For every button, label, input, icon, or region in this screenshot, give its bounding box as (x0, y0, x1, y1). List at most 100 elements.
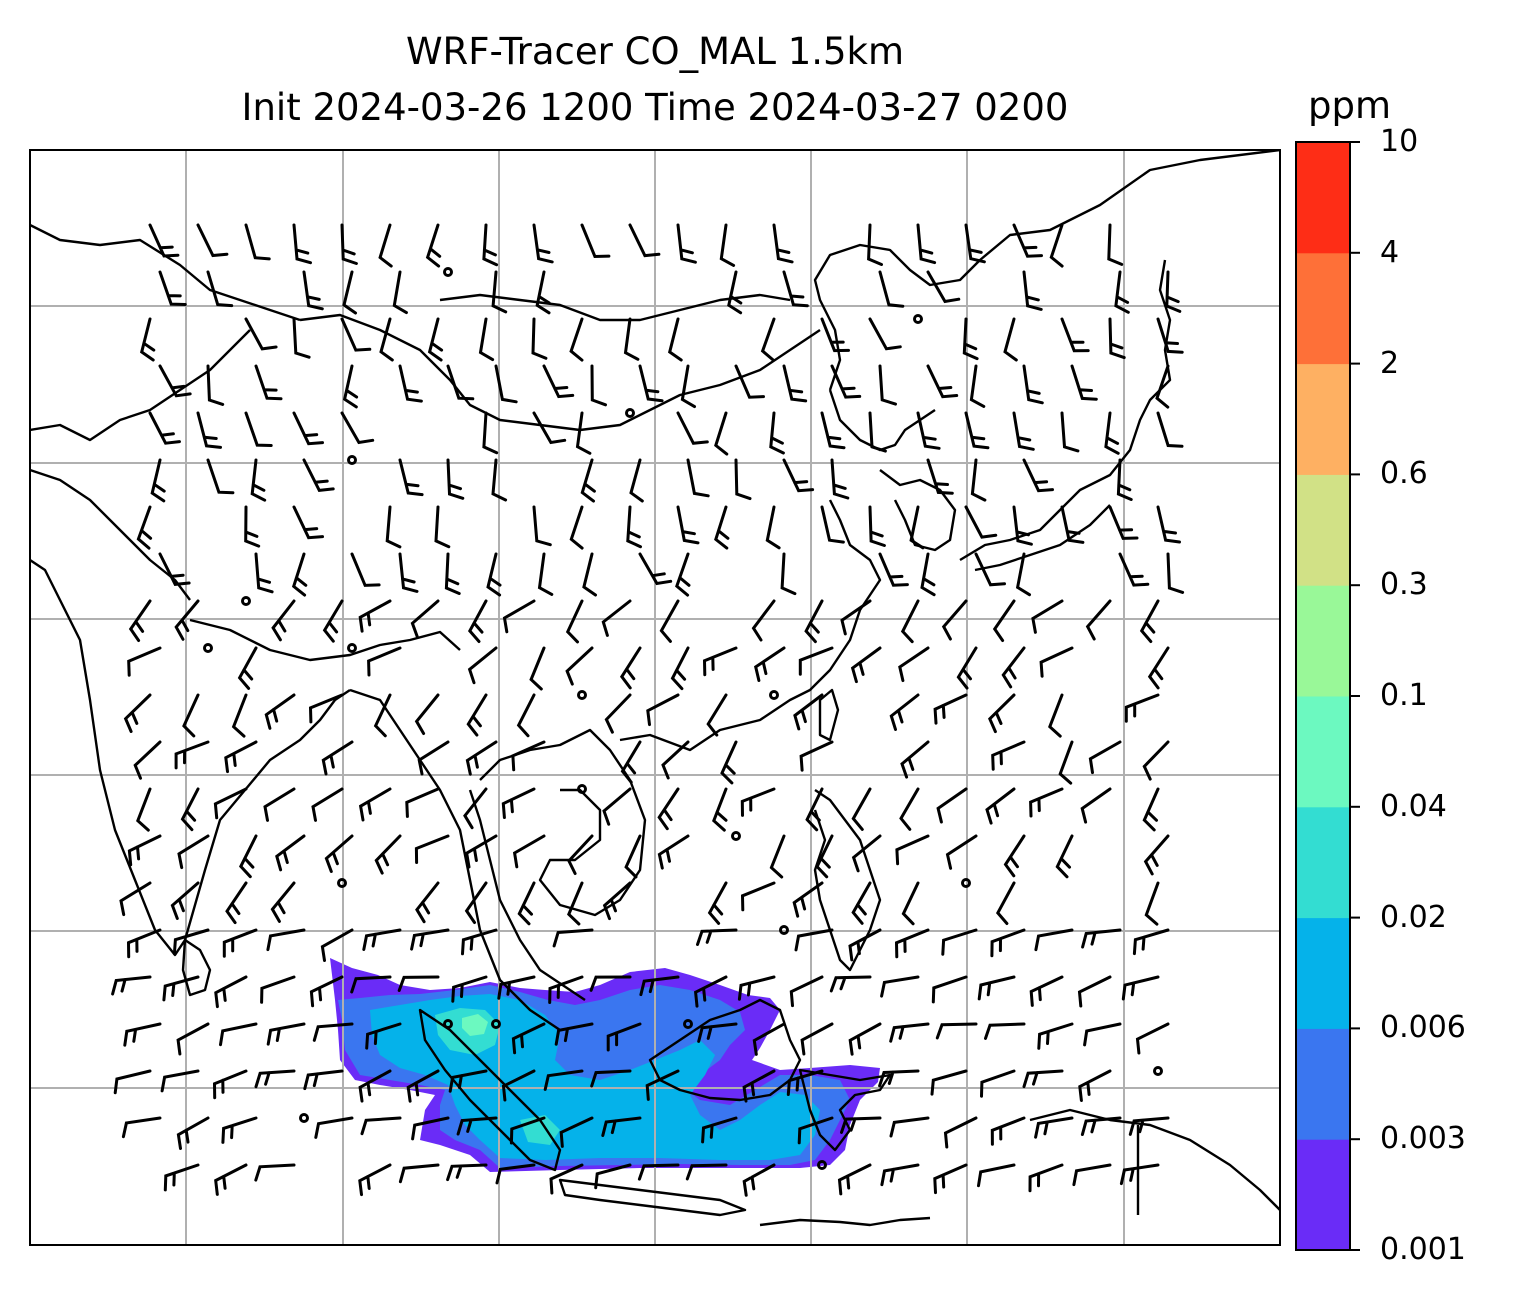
wind-barb (582, 552, 597, 597)
wind-barb (626, 505, 642, 549)
wind-barb (920, 552, 936, 597)
wind-barb (620, 740, 642, 784)
wind-barb (121, 1116, 162, 1139)
wind-barb (238, 834, 258, 879)
calm-wind-marker (443, 1019, 453, 1029)
coastline-java (558, 1178, 747, 1217)
wind-barb (848, 928, 882, 962)
wind-barb (1031, 599, 1064, 634)
wind-barb (567, 834, 594, 875)
wind-barb (675, 552, 691, 597)
wind-barb (342, 270, 357, 315)
colorbar-segment (1296, 1028, 1350, 1140)
wind-barb (1003, 317, 1018, 362)
wind-barb (752, 1022, 786, 1056)
wind-barb (158, 270, 187, 306)
coastline-bohai (828, 389, 936, 452)
wind-barb (894, 928, 930, 959)
wind-barb (837, 1163, 872, 1196)
colorbar-segment (1296, 806, 1350, 919)
wind-barb (411, 1116, 450, 1141)
wind-barb (321, 740, 354, 776)
wind-barb (463, 787, 488, 830)
wind-barb (867, 223, 883, 266)
colorbar-segment (1296, 917, 1350, 1029)
wind-barb (174, 740, 210, 770)
wind-barb (702, 646, 738, 677)
wind-barb (177, 834, 210, 870)
wind-barb (714, 411, 729, 456)
wind-barb (451, 975, 488, 1003)
wind-barb (495, 1163, 536, 1185)
wind-barb (769, 834, 786, 879)
wind-barb (737, 975, 776, 1001)
wind-barb (302, 458, 335, 493)
calm-wind-marker (913, 314, 923, 324)
wind-barb (740, 787, 776, 817)
wind-barb (926, 270, 961, 304)
wind-barb (224, 740, 258, 774)
wind-barb (136, 787, 152, 832)
wind-barb (237, 646, 258, 690)
wind-barb (314, 1116, 354, 1139)
calm-wind-marker (683, 1019, 693, 1029)
calm-wind-marker (241, 596, 251, 606)
wind-barb (467, 646, 498, 685)
wind-barb (805, 787, 824, 832)
coastline-lesser-sunda (759, 1216, 931, 1227)
wind-barb (148, 223, 180, 258)
coastline-sulawesi (798, 1068, 892, 1152)
border-mongolia (299, 313, 821, 432)
wind-barb (701, 1116, 738, 1144)
wind-barb (977, 1163, 1016, 1188)
wind-barb (196, 411, 222, 449)
wind-barb (414, 693, 440, 735)
wind-barb (964, 223, 986, 264)
wind-barb (417, 740, 450, 776)
wind-barb (427, 317, 444, 362)
wind-barb (254, 364, 283, 401)
wind-barb (565, 646, 594, 686)
colorbar-segment (1296, 585, 1350, 697)
wind-barb (1128, 1116, 1170, 1136)
wind-barb (794, 928, 834, 952)
wind-barb (676, 223, 697, 264)
calm-wind-marker (443, 267, 453, 277)
wind-barb (266, 928, 306, 952)
calm-wind-marker (769, 690, 779, 700)
wind-barb (694, 975, 728, 1008)
border-russia-mongolia (439, 293, 791, 322)
wind-barb (1118, 552, 1150, 587)
wind-barb (340, 317, 372, 352)
wind-barb (266, 1022, 306, 1046)
wind-barb (657, 787, 680, 831)
wind-barb (569, 317, 584, 362)
wind-barb (985, 787, 1016, 825)
wind-barb (667, 317, 683, 362)
wind-barb (465, 834, 498, 869)
wind-barb (1012, 505, 1033, 546)
wind-barb (889, 1116, 930, 1138)
wind-barb (1119, 1163, 1160, 1186)
wind-barb (970, 458, 987, 502)
wind-barb (263, 787, 296, 822)
colorbar-tick-label: 2 (1380, 345, 1400, 381)
wind-barb (798, 646, 834, 676)
wind-barb (878, 1069, 920, 1088)
colorbar-tick-label: 0.6 (1380, 456, 1428, 492)
wind-barb (638, 364, 664, 403)
wind-barb (990, 928, 1026, 958)
coastline-borneo (648, 998, 802, 1102)
wind-barb (930, 1069, 968, 1096)
wind-barb (554, 1022, 594, 1046)
wind-barb (804, 599, 824, 644)
wind-barb (260, 975, 296, 1004)
wind-barb (379, 317, 394, 362)
wind-barb (659, 599, 680, 643)
coastline-sri-lanka (181, 938, 212, 997)
wind-barb (303, 1069, 344, 1091)
wind-barb (516, 693, 536, 738)
wind-barb (916, 223, 937, 265)
coastline-malay-peninsula (468, 789, 586, 1001)
calm-wind-marker (577, 690, 587, 700)
